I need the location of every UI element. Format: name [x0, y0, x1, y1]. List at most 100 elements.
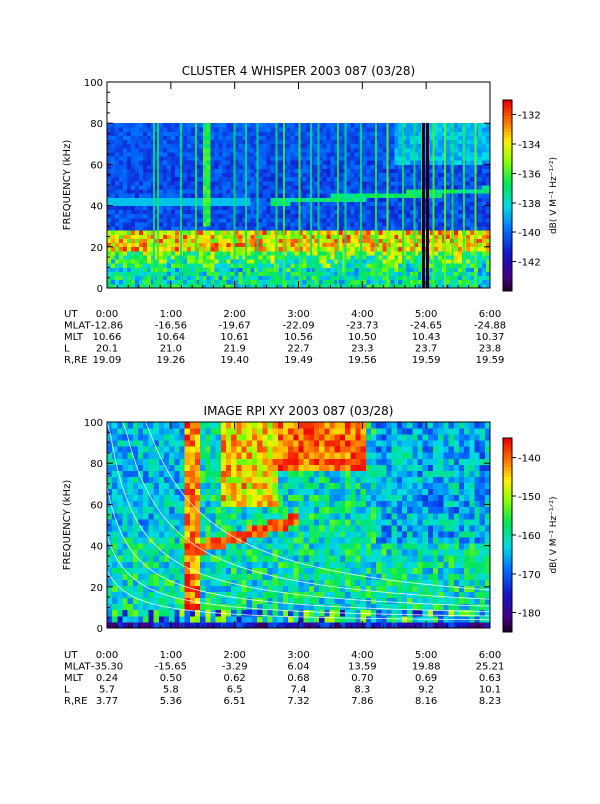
heatmap-cell [135, 234, 139, 239]
heatmap-cell [226, 501, 232, 507]
heatmap-cell [167, 156, 171, 161]
heatmap-cell [482, 140, 486, 145]
heatmap-cell [221, 592, 227, 598]
heatmap-cell [139, 131, 143, 136]
heatmap-cell [139, 234, 143, 239]
heatmap-cell [231, 434, 237, 440]
heatmap-cell [148, 452, 154, 458]
heatmap-cell [147, 140, 151, 145]
heatmap-cell [107, 230, 111, 235]
heatmap-cell [139, 243, 143, 248]
heatmap-cell [362, 259, 366, 264]
heatmap-cell [131, 272, 135, 277]
heatmap-cell [147, 173, 151, 178]
heatmap-cell [466, 201, 470, 206]
heatmap-cell [164, 422, 170, 428]
heatmap-cell [390, 193, 394, 198]
heatmap-cell [239, 193, 243, 198]
heatmap-cell [478, 185, 482, 190]
heatmap-cell [236, 422, 242, 428]
heatmap-cell [227, 263, 231, 268]
heatmap-cell [154, 422, 160, 428]
heatmap-cell [236, 567, 242, 573]
heatmap-cell [370, 247, 374, 252]
heatmap-cell [139, 164, 143, 169]
heatmap-cell [239, 255, 243, 260]
heatmap-cell [139, 127, 143, 132]
heatmap-cell [434, 206, 438, 211]
heatmap-cell [366, 210, 370, 215]
heatmap-cell [466, 243, 470, 248]
heatmap-cell [366, 140, 370, 145]
heatmap-cell [267, 234, 271, 239]
heatmap-cell [251, 185, 255, 190]
heatmap-cell [135, 160, 139, 165]
heatmap-cell [295, 201, 299, 206]
heatmap-cell [390, 160, 394, 165]
heatmap-cell [382, 206, 386, 211]
heatmap-cell [183, 144, 187, 149]
heatmap-cell [163, 214, 167, 219]
heatmap-cell [219, 148, 223, 153]
heatmap-cell [163, 148, 167, 153]
heatmap-cell [163, 144, 167, 149]
heatmap-cell [185, 464, 191, 470]
heatmap-cell [350, 201, 354, 206]
heatmap-cell [159, 234, 163, 239]
heatmap-cell [219, 210, 223, 215]
heatmap-cell [147, 239, 151, 244]
heatmap-cell [203, 127, 207, 132]
heatmap-cell [354, 243, 358, 248]
heatmap-cell [482, 144, 486, 149]
colorbar-segment [503, 167, 512, 171]
heatmap-cell [183, 222, 187, 227]
heatmap-cell [187, 181, 191, 186]
heatmap-cell [154, 519, 160, 525]
heatmap-cell [350, 164, 354, 169]
heatmap-cell [185, 495, 191, 501]
heatmap-cell [279, 185, 283, 190]
heatmap-cell [205, 495, 211, 501]
heatmap-cell [107, 169, 111, 174]
heatmap-cell [154, 464, 160, 470]
heatmap-cell [247, 193, 251, 198]
heatmap-cell [185, 531, 191, 537]
heatmap-cell [195, 580, 201, 586]
heatmap-cell [185, 513, 191, 519]
heatmap-cell [183, 226, 187, 231]
heatmap-cell [127, 226, 131, 231]
heatmap-cell [259, 218, 263, 223]
heatmap-cell [131, 276, 135, 281]
heatmap-cell [382, 263, 386, 268]
heatmap-cell [119, 140, 123, 145]
heatmap-cell [187, 152, 191, 157]
heatmap-cell [354, 218, 358, 223]
heatmap-cell [115, 164, 119, 169]
heatmap-cell [167, 169, 171, 174]
heatmap-cell [211, 123, 215, 128]
heatmap-cell [123, 267, 127, 272]
heatmap-cell [338, 201, 342, 206]
heatmap-cell [454, 144, 458, 149]
heatmap-cell [279, 193, 283, 198]
heatmap-cell [211, 495, 217, 501]
interference-stripe [256, 123, 258, 288]
heatmap-cell [159, 567, 165, 573]
heatmap-cell [131, 140, 135, 145]
heatmap-cell [236, 573, 242, 579]
heatmap-cell [117, 622, 123, 628]
heatmap-cell [190, 483, 196, 489]
heatmap-cell [346, 123, 350, 128]
heatmap-cell [199, 185, 203, 190]
heatmap-cell [470, 222, 474, 227]
heatmap-cell [133, 428, 139, 434]
heatmap-cell [390, 177, 394, 182]
heatmap-cell [251, 222, 255, 227]
heatmap-cell [207, 234, 211, 239]
heatmap-cell [236, 592, 242, 598]
heatmap-cell [211, 197, 215, 202]
heatmap-cell [236, 555, 242, 561]
heatmap-cell [231, 525, 237, 531]
heatmap-cell [378, 177, 382, 182]
heatmap-cell [167, 276, 171, 281]
